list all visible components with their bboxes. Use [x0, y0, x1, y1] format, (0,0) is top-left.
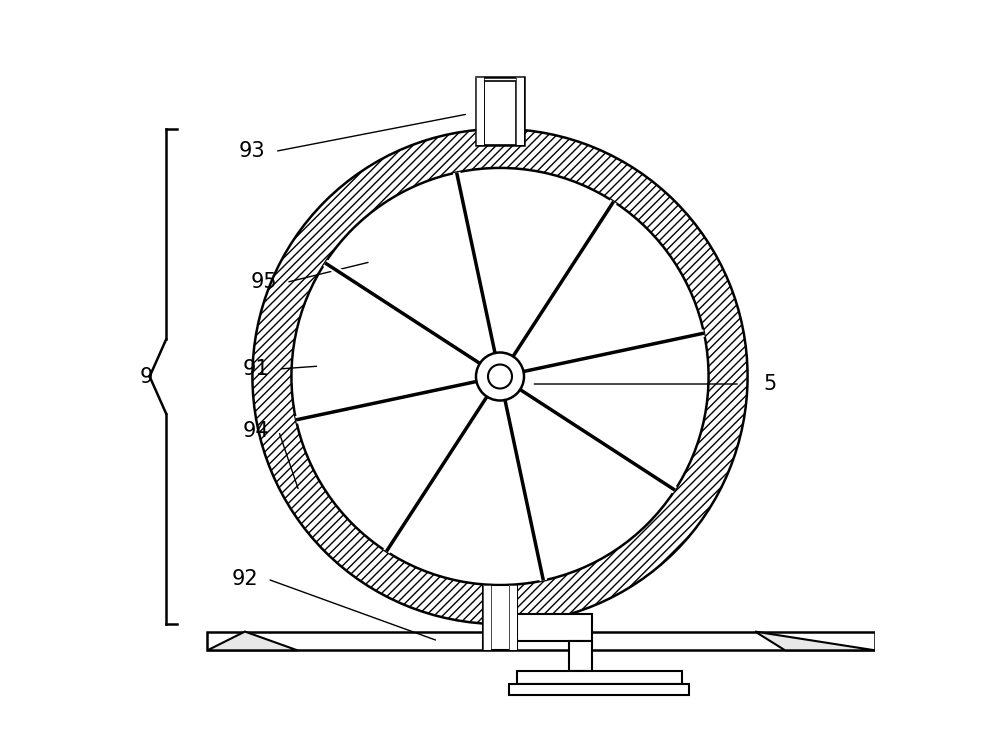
- Polygon shape: [755, 632, 875, 651]
- Circle shape: [291, 168, 709, 585]
- Circle shape: [252, 129, 748, 624]
- Bar: [483, 585, 491, 651]
- Text: 92: 92: [232, 569, 258, 589]
- Bar: [484, 81, 516, 145]
- Text: 91: 91: [243, 359, 269, 379]
- Bar: [516, 77, 524, 145]
- Bar: [516, 77, 524, 145]
- Bar: [207, 632, 875, 651]
- Bar: [517, 614, 592, 641]
- Bar: [509, 585, 517, 651]
- Text: 9: 9: [139, 367, 153, 386]
- Bar: [483, 585, 517, 651]
- Bar: [517, 671, 682, 684]
- Text: 93: 93: [239, 142, 266, 161]
- Text: 94: 94: [243, 421, 269, 441]
- Bar: [569, 641, 592, 671]
- Bar: [509, 684, 689, 695]
- Bar: [483, 585, 491, 651]
- Text: 95: 95: [250, 273, 277, 292]
- Circle shape: [476, 352, 524, 401]
- Bar: [476, 77, 484, 145]
- Bar: [476, 77, 524, 145]
- Bar: [476, 77, 484, 145]
- Polygon shape: [207, 632, 297, 651]
- Circle shape: [488, 364, 512, 389]
- Bar: [509, 585, 517, 651]
- Text: 5: 5: [763, 374, 777, 394]
